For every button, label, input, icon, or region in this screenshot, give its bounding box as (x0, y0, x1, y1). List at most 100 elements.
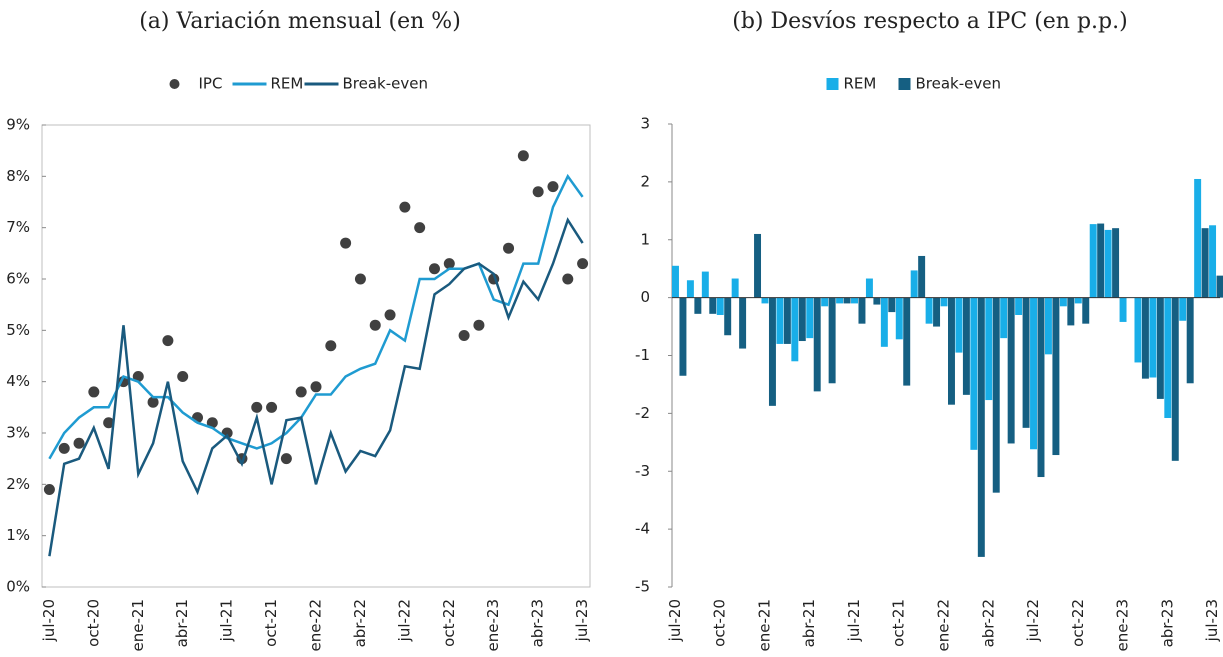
bar (806, 297, 814, 339)
y-tick-label: -4 (635, 520, 650, 538)
legend-swatch (169, 79, 180, 89)
x-tick-label: jul-21 (218, 599, 236, 642)
ipc-point (325, 340, 337, 352)
x-tick-label: oct-22 (440, 599, 458, 647)
bar (903, 297, 911, 386)
bar (1052, 297, 1060, 456)
ipc-point (473, 319, 485, 331)
y-tick-label: 0% (6, 578, 30, 596)
ipc-point (280, 453, 292, 465)
bar (798, 297, 806, 342)
bar (672, 265, 679, 298)
ipc-point (562, 273, 574, 285)
x-tick-label: oct-20 (711, 599, 729, 647)
bar (701, 271, 709, 298)
bar (895, 297, 903, 340)
x-tick-label: ene-22 (935, 599, 953, 651)
x-tick-label: jul-21 (845, 599, 863, 642)
y-tick-label: 1% (6, 526, 30, 544)
y-tick-label: 2 (640, 172, 650, 190)
ipc-point (399, 201, 411, 213)
ipc-point (295, 386, 307, 398)
ipc-point (103, 417, 115, 429)
bar (1067, 297, 1075, 326)
bar (925, 297, 933, 324)
bar (813, 297, 821, 392)
bar (1074, 297, 1082, 304)
bar (761, 297, 769, 304)
bar (1134, 297, 1142, 363)
bar (1201, 228, 1209, 298)
x-tick-label: ene-23 (484, 599, 502, 651)
bar (1186, 297, 1194, 384)
ipc-point (43, 483, 55, 495)
x-tick-label: oct-21 (262, 599, 280, 647)
ipc-point (532, 186, 544, 198)
bar (1044, 297, 1052, 355)
ipc-point (340, 237, 352, 249)
ipc-point (251, 401, 263, 413)
y-tick-label: -2 (635, 404, 650, 422)
chart-title: (a) Variación mensual (en %) (139, 9, 461, 34)
ipc-point (503, 242, 515, 254)
bar (1119, 297, 1127, 322)
bar (940, 297, 948, 307)
ipc-point (384, 309, 396, 321)
bar (1089, 224, 1097, 298)
x-tick-label: abr-22 (351, 599, 369, 647)
bar (716, 297, 724, 315)
bar (1179, 297, 1187, 321)
ipc-point (88, 386, 100, 398)
y-tick-label: 2% (6, 475, 30, 493)
ipc-point (547, 181, 559, 193)
bar (821, 297, 829, 307)
bar (918, 255, 926, 298)
y-tick-label: 1 (640, 230, 650, 248)
legend-label: IPC (199, 75, 223, 93)
bar (1156, 297, 1164, 399)
bar (1030, 297, 1038, 450)
bar (851, 297, 858, 304)
bar (1082, 297, 1090, 324)
bar (1000, 297, 1008, 339)
y-tick-label: 7% (6, 218, 30, 236)
bar (1141, 297, 1149, 379)
y-tick-label: 0 (640, 288, 650, 306)
ipc-point (428, 263, 440, 275)
ipc-point (147, 396, 159, 408)
x-tick-label: abr-23 (1158, 599, 1176, 647)
bar (873, 297, 881, 305)
x-tick-label: jul-20 (40, 599, 58, 642)
x-tick-label: oct-20 (84, 599, 102, 647)
bar (686, 280, 694, 298)
ipc-point (73, 437, 85, 449)
legend-swatch (826, 78, 839, 90)
bar (865, 278, 873, 298)
x-tick-label: abr-22 (979, 599, 997, 647)
x-tick-label: oct-21 (890, 599, 908, 647)
x-tick-label: jul-23 (1203, 599, 1221, 642)
bar (1216, 275, 1223, 298)
y-tick-label: -1 (635, 346, 650, 364)
chart-title: (b) Desvíos respecto a IPC (en p.p.) (732, 9, 1127, 34)
bar (754, 233, 762, 298)
bar (858, 297, 866, 324)
ipc-point (266, 401, 278, 413)
bar (955, 297, 963, 353)
y-tick-label: -5 (635, 578, 650, 596)
ipc-point (177, 371, 189, 383)
series-line (48, 173, 584, 460)
legend-swatch (898, 78, 911, 90)
ipc-point (310, 381, 322, 393)
bar (1097, 223, 1105, 298)
bar (1164, 297, 1172, 419)
ipc-point (577, 258, 589, 270)
bar (962, 297, 970, 395)
x-tick-label: abr-21 (800, 599, 818, 647)
ipc-point (369, 319, 381, 331)
bar (1194, 178, 1202, 298)
series-line (48, 217, 584, 557)
bar (783, 297, 791, 344)
bar (1112, 228, 1120, 298)
x-tick-label: oct-22 (1069, 599, 1087, 647)
